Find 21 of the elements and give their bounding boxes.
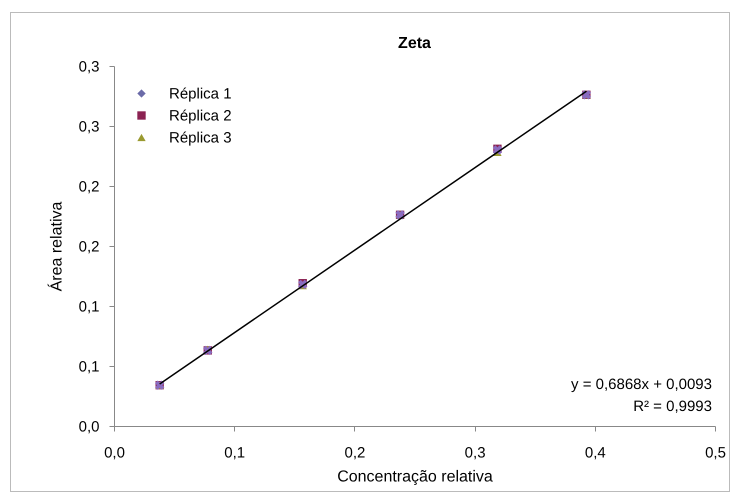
x-axis-title: Concentração relativa [337,468,493,486]
y-tick-label: 0,2 [78,178,100,196]
x-tick-label: 0,5 [705,444,726,462]
y-tick-label: 0,3 [78,58,100,76]
y-tick-label: 0,0 [78,418,100,436]
legend-label: Réplica 1 [169,86,232,102]
y-tick-label: 0,1 [78,298,100,316]
y-tick-label: 0,1 [78,358,100,376]
y-tick-label: 0,2 [78,238,100,256]
x-tick-label: 0,4 [584,444,606,462]
y-axis-title: Área relativa [48,201,66,292]
x-tick-label: 0,0 [104,444,125,462]
y-tick-label: 0,3 [78,118,100,136]
chart-title: Zeta [398,35,432,52]
annotation: R² = 0,9993 [633,398,712,415]
x-tick-label: 0,1 [224,444,246,462]
legend-label: Réplica 2 [169,108,232,124]
x-tick-label: 0,3 [464,444,486,462]
annotation: y = 0,6868x + 0,0093 [571,376,712,393]
legend-label: Réplica 3 [169,130,232,146]
x-tick-label: 0,2 [344,444,366,462]
